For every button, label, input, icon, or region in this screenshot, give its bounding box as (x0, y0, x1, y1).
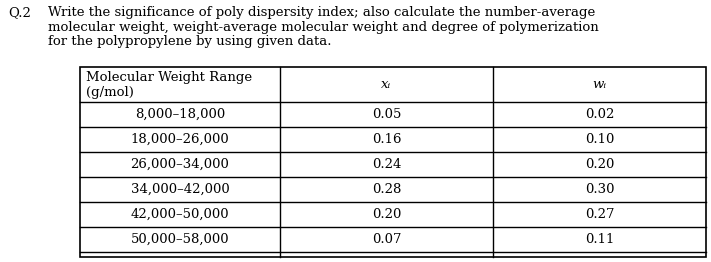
Text: 0.20: 0.20 (585, 158, 614, 171)
Text: 0.28: 0.28 (372, 183, 401, 196)
Text: (g/mol): (g/mol) (86, 86, 134, 99)
Text: for the polypropylene by using given data.: for the polypropylene by using given dat… (48, 35, 331, 48)
Text: 8,000–18,000: 8,000–18,000 (135, 108, 225, 121)
Text: 0.07: 0.07 (372, 233, 401, 246)
Text: Molecular Weight Range: Molecular Weight Range (86, 71, 252, 84)
Text: wᵢ: wᵢ (592, 78, 606, 91)
Text: 0.10: 0.10 (585, 133, 614, 146)
Text: 18,000–26,000: 18,000–26,000 (131, 133, 230, 146)
Bar (80, 67, 706, 257)
Text: molecular weight, weight-average molecular weight and degree of polymerization: molecular weight, weight-average molecul… (48, 20, 599, 34)
Text: 34,000–42,000: 34,000–42,000 (131, 183, 230, 196)
Text: 0.27: 0.27 (584, 208, 614, 221)
Text: 0.05: 0.05 (372, 108, 401, 121)
Text: 0.16: 0.16 (372, 133, 401, 146)
Text: xᵢ: xᵢ (381, 78, 392, 91)
Text: 0.20: 0.20 (372, 208, 401, 221)
Text: Q.2: Q.2 (8, 6, 31, 19)
Text: Write the significance of poly dispersity index; also calculate the number-avera: Write the significance of poly dispersit… (48, 6, 595, 19)
Text: 0.02: 0.02 (585, 108, 614, 121)
Text: 42,000–50,000: 42,000–50,000 (131, 208, 230, 221)
Text: 0.24: 0.24 (372, 158, 401, 171)
Text: 0.30: 0.30 (584, 183, 614, 196)
Text: 0.11: 0.11 (585, 233, 614, 246)
Text: 26,000–34,000: 26,000–34,000 (131, 158, 230, 171)
Text: 50,000–58,000: 50,000–58,000 (131, 233, 230, 246)
